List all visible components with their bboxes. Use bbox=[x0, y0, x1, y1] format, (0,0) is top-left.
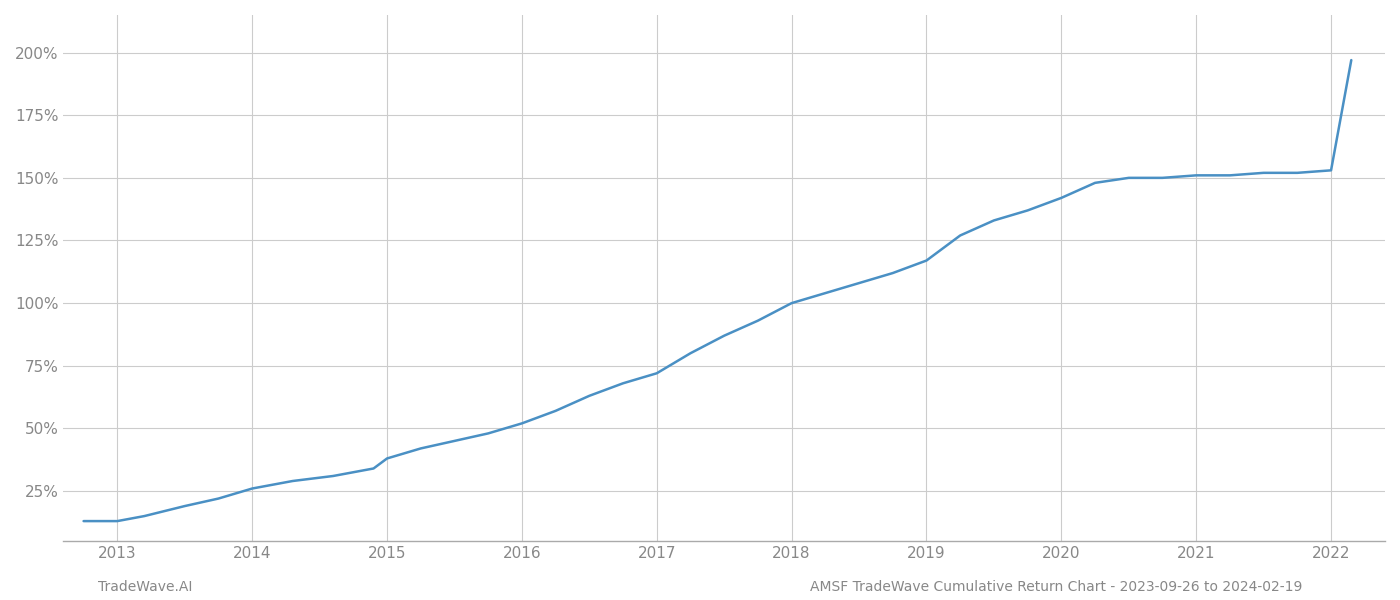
Text: TradeWave.AI: TradeWave.AI bbox=[98, 580, 192, 594]
Text: AMSF TradeWave Cumulative Return Chart - 2023-09-26 to 2024-02-19: AMSF TradeWave Cumulative Return Chart -… bbox=[809, 580, 1302, 594]
